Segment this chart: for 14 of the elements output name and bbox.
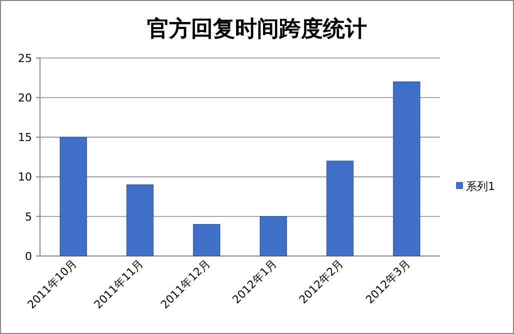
y-tick-label: 20	[18, 91, 32, 104]
legend-label: 系列1	[466, 180, 495, 193]
chart-title: 官方回复时间跨度统计	[147, 16, 367, 42]
y-tick-label: 25	[18, 52, 32, 65]
bar	[193, 224, 220, 256]
y-tick-label: 0	[25, 250, 32, 263]
y-tick-label: 15	[18, 131, 32, 144]
bar	[260, 216, 287, 256]
bar	[393, 82, 420, 256]
bar	[126, 184, 154, 256]
bar	[60, 136, 87, 256]
bar	[326, 160, 354, 256]
y-tick-label: 10	[18, 170, 32, 184]
y-tick-label: 5	[25, 210, 32, 224]
